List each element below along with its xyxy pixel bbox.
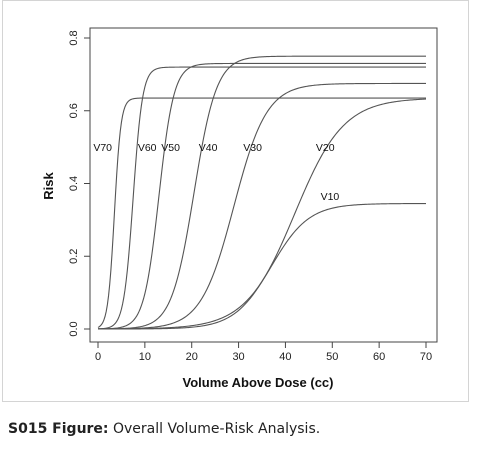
figure-caption: S015 Figure: Overall Volume-Risk Analysi…	[8, 421, 320, 437]
curve-label-v20: V20	[316, 142, 335, 154]
curve-label-v70: V70	[93, 142, 112, 154]
series-line-v50	[97, 62, 426, 330]
curve-label-v10: V10	[321, 191, 340, 203]
curve-label-v40: V40	[199, 142, 218, 154]
y-tick-label: 0.4	[68, 176, 80, 191]
y-axis: 0.0 0.2 0.4 0.6 0.8	[68, 30, 91, 337]
curve-label-v50: V50	[161, 142, 180, 154]
y-axis-title: Risk	[41, 172, 56, 200]
x-tick-label: 70	[420, 351, 432, 363]
curve-label-v60: V60	[138, 142, 157, 154]
plot-area-box	[89, 27, 438, 343]
x-tick-label: 10	[139, 351, 151, 363]
caption-label: S015 Figure:	[8, 421, 109, 437]
x-tick-label: 0	[95, 351, 101, 363]
x-tick-label: 20	[186, 351, 198, 363]
x-axis-title: Volume Above Dose (cc)	[183, 375, 334, 390]
series-line-v10	[98, 202, 426, 330]
series-line-v30	[97, 82, 426, 330]
series-line-v70	[97, 97, 426, 328]
volume-risk-chart: 0 10 20 30 40 50 60 70 0.0 0.2 0.4 0.6 0.8 V70 V60 V5…	[41, 27, 438, 390]
x-tick-label: 50	[326, 351, 338, 363]
series-line-v20	[97, 98, 427, 330]
figure-frame: 0 10 20 30 40 50 60 70 0.0 0.2 0.4 0.6 0.8 V70 V60 V5…	[2, 0, 469, 402]
series-line-v60	[97, 66, 426, 330]
y-tick-label: 0.2	[68, 249, 80, 264]
series-line-v40	[97, 55, 426, 330]
series-group	[97, 55, 427, 330]
curve-label-v30: V30	[243, 142, 262, 154]
x-tick-label: 60	[373, 351, 385, 363]
x-tick-label: 30	[232, 351, 244, 363]
curve-labels: V70 V60 V50 V40 V30 V20 V10	[93, 142, 339, 203]
x-axis: 0 10 20 30 40 50 60 70	[95, 341, 432, 363]
y-tick-label: 0.0	[68, 321, 80, 336]
y-tick-label: 0.6	[68, 103, 80, 118]
caption-text: Overall Volume-Risk Analysis.	[108, 421, 321, 437]
y-tick-label: 0.8	[68, 30, 80, 45]
x-tick-label: 40	[279, 351, 291, 363]
